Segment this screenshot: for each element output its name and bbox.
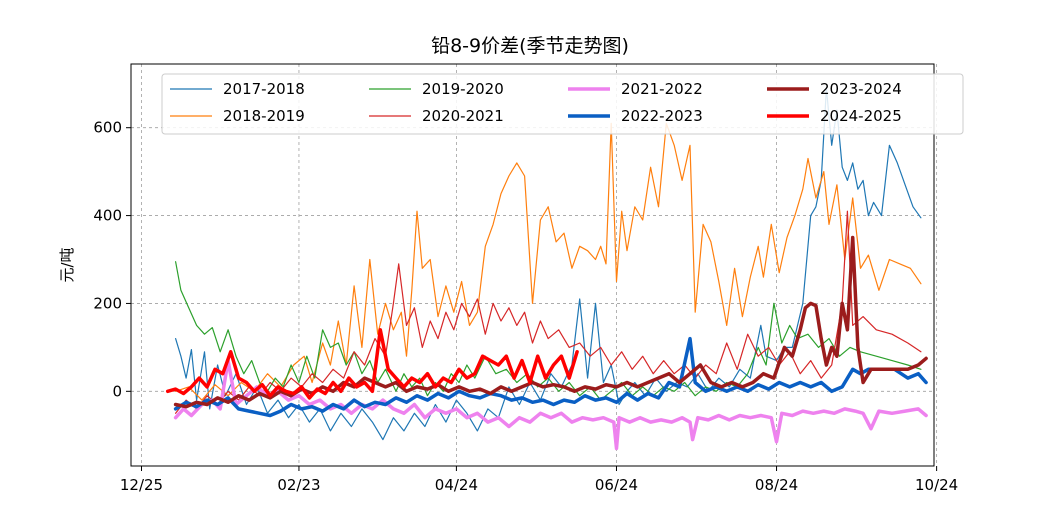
legend-label: 2023-2024 [820, 80, 902, 98]
legend-label: 2022-2023 [621, 107, 703, 125]
legend-label: 2020-2021 [422, 107, 504, 125]
plot-frame [130, 63, 935, 467]
chart-title: 铅8-9价差(季节走势图) [431, 35, 629, 57]
legend-label: 2017-2018 [223, 80, 305, 98]
legend-label: 2018-2019 [223, 107, 305, 125]
x-tick-label: 10/24 [915, 476, 958, 494]
series-line-2021-2022 [173, 358, 928, 451]
x-tick-label: 02/23 [277, 476, 320, 494]
y-axis-label: 元/吨 [58, 247, 76, 282]
series-line-2019-2020 [175, 261, 922, 401]
series-line-2022-2023 [173, 336, 928, 418]
y-tick-label: 0 [112, 382, 122, 400]
x-tick-label: 12/25 [120, 476, 163, 494]
x-tick-label: 06/24 [595, 476, 638, 494]
y-tick-label: 200 [93, 294, 122, 312]
series-line-2020-2021 [175, 210, 922, 414]
legend-label: 2019-2020 [422, 80, 504, 98]
series-line-2024-2025 [165, 328, 579, 400]
series-line-2017-2018 [175, 87, 922, 441]
legend: 2017-2018 2018-2019 2019-2020 2020-2021 2021… [161, 73, 964, 135]
legend-label: 2021-2022 [621, 80, 703, 98]
x-tick-label: 04/24 [435, 476, 478, 494]
series-line-2018-2019 [175, 122, 922, 401]
series-lines [165, 87, 928, 451]
legend-label: 2024-2025 [820, 107, 902, 125]
y-tick-label: 400 [93, 207, 122, 225]
legend-frame [161, 73, 964, 135]
x-tick-label: 08/24 [755, 476, 798, 494]
y-tick-label: 600 [93, 119, 122, 137]
axis-ticks: 12/25 02/23 04/24 06/24 08/24 10/24 0 200 400 600 [93, 119, 958, 494]
